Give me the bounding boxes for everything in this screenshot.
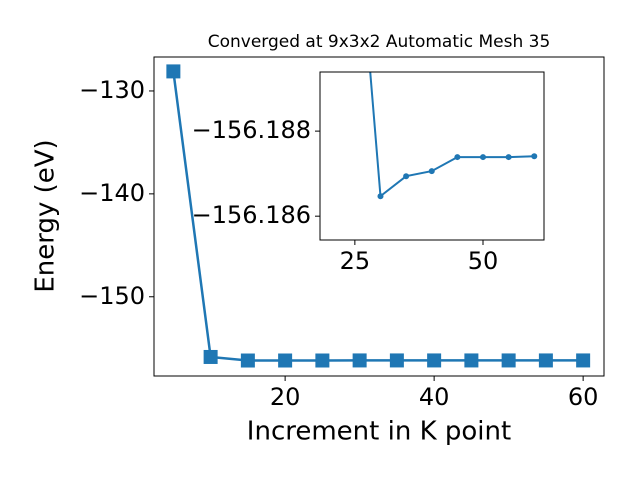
marker	[531, 153, 538, 160]
y-axis-label: Energy (eV)	[31, 139, 61, 292]
plot-frame	[319, 71, 545, 241]
marker	[403, 173, 410, 180]
chart-title: Converged at 9x3x2 Automatic Mesh 35	[208, 32, 551, 52]
marker	[576, 353, 591, 368]
marker	[480, 154, 487, 161]
marker	[166, 64, 181, 79]
marker	[501, 353, 516, 368]
marker	[352, 353, 367, 368]
x-tick-label: 20	[270, 383, 301, 411]
marker	[315, 353, 330, 368]
x-tick-label: 60	[568, 383, 599, 411]
marker	[454, 154, 461, 161]
marker	[389, 353, 404, 368]
marker	[278, 353, 293, 368]
y-tick-label: −150	[79, 282, 145, 310]
marker	[240, 353, 255, 368]
marker	[464, 353, 479, 368]
y-tick-label: −156.186	[192, 201, 311, 229]
marker	[377, 193, 384, 200]
x-tick-label: 25	[340, 247, 371, 275]
y-tick-label: −140	[79, 179, 145, 207]
series-line	[369, 72, 535, 199]
x-tick-label: 50	[468, 247, 499, 275]
marker	[505, 154, 512, 161]
plot-area	[166, 64, 591, 368]
plot-frame	[153, 56, 605, 377]
marker	[538, 353, 553, 368]
plot-area	[369, 72, 538, 200]
marker	[203, 349, 218, 364]
x-axis-label: Increment in K point	[247, 417, 511, 447]
marker	[427, 353, 442, 368]
y-tick-label: −156.188	[192, 116, 311, 144]
x-tick-label: 40	[419, 383, 450, 411]
y-tick-label: −130	[79, 76, 145, 104]
marker	[428, 168, 435, 175]
